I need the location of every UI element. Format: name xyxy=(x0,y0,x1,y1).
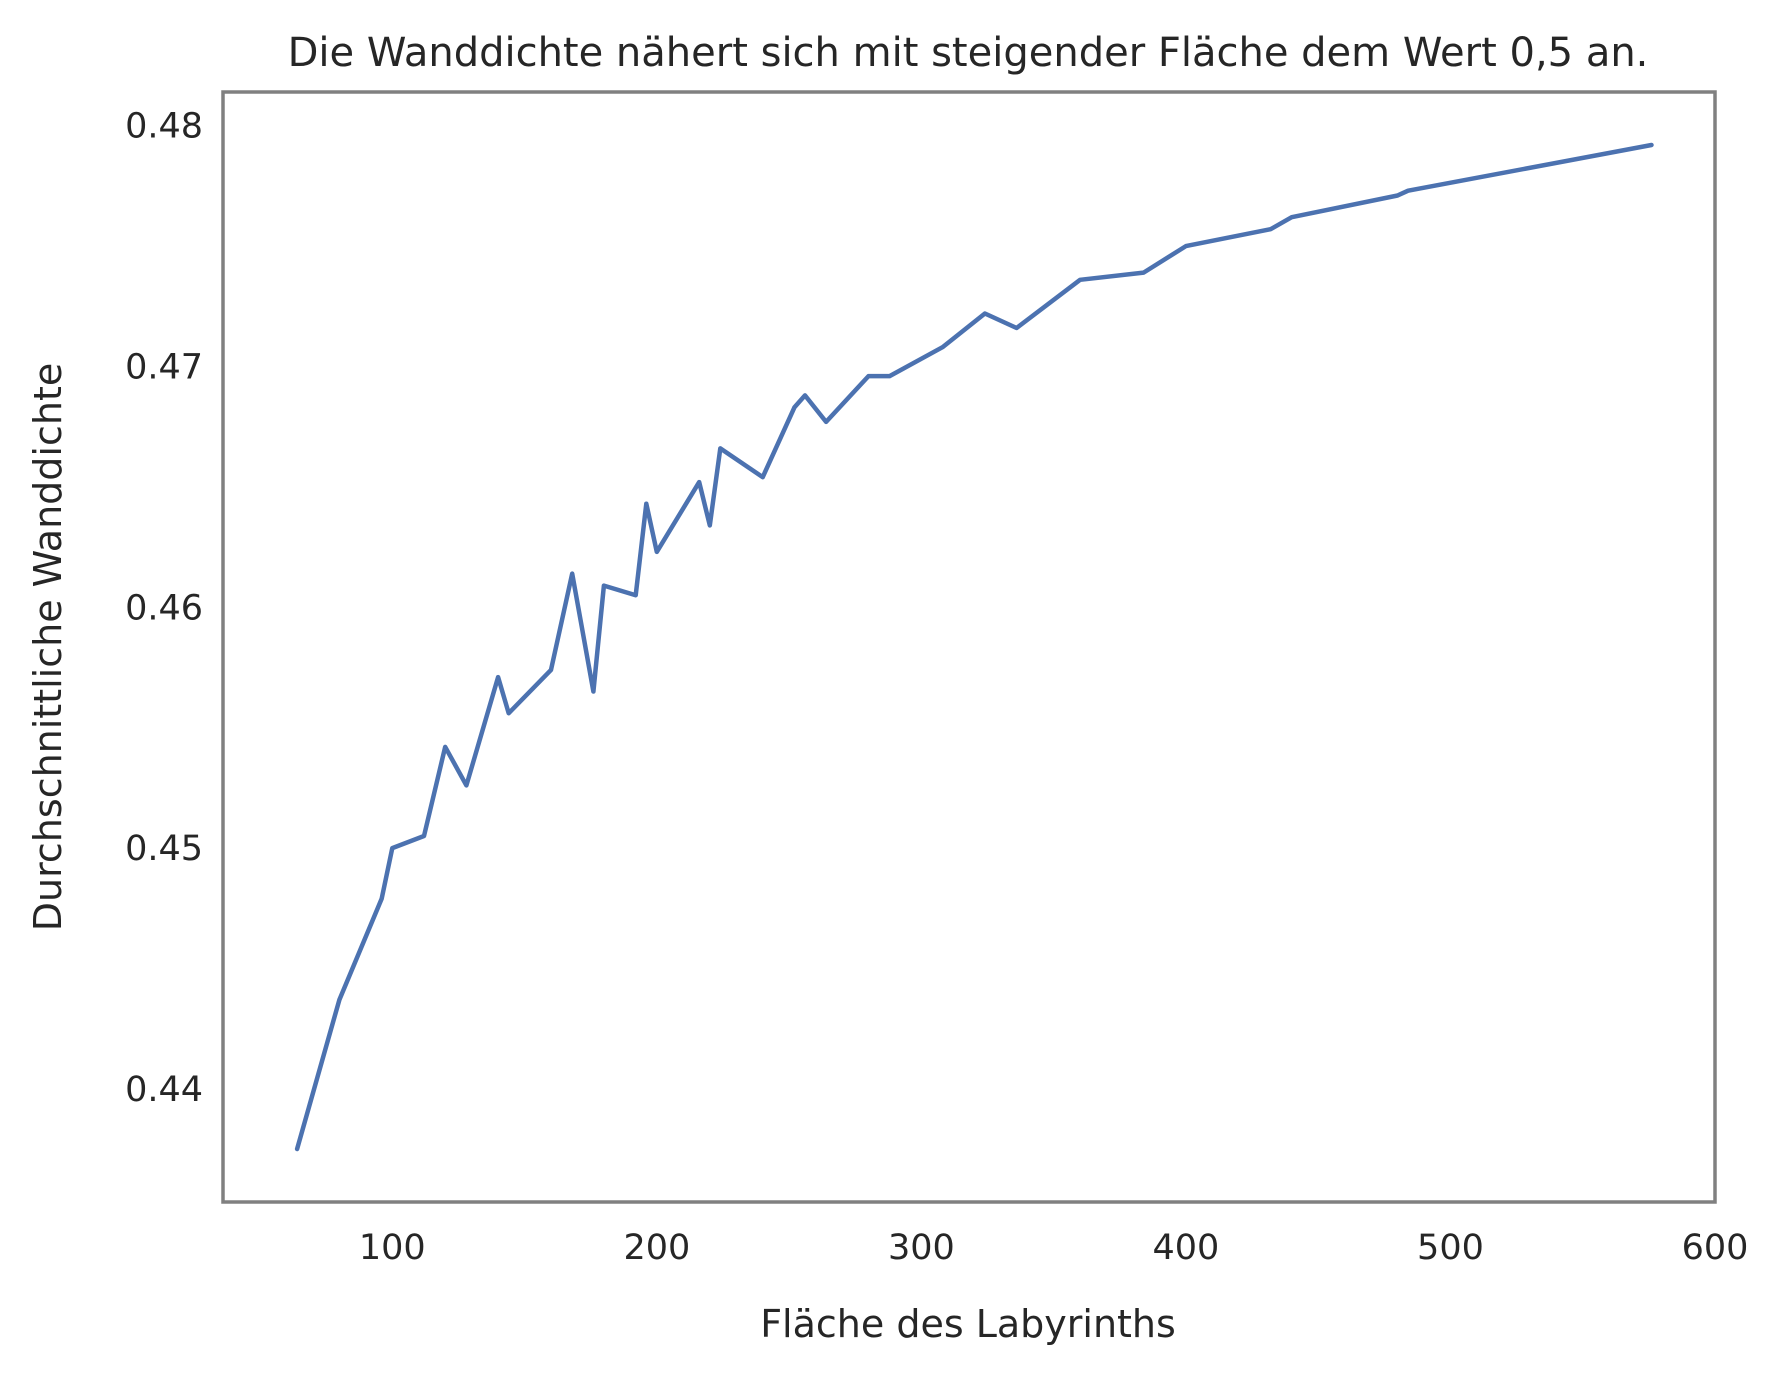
x-tick-label: 600 xyxy=(1682,1228,1749,1268)
x-axis-label: Fläche des Labyrinths xyxy=(760,1302,1176,1346)
y-tick-labels: 0.44 0.45 0.46 0.47 0.48 xyxy=(125,107,203,1110)
y-tick-label: 0.48 xyxy=(125,107,203,147)
x-tick-label: 300 xyxy=(888,1228,955,1268)
y-tick-label: 0.44 xyxy=(125,1070,203,1110)
x-tick-labels: 100 200 300 400 500 600 xyxy=(359,1228,1749,1268)
x-tick-label: 200 xyxy=(623,1228,690,1268)
plot-frame xyxy=(221,90,1717,1204)
y-tick-label: 0.45 xyxy=(125,829,203,869)
y-axis-label: Durchschnittliche Wanddichte xyxy=(26,363,70,931)
x-tick-label: 100 xyxy=(359,1228,426,1268)
x-tick-label: 500 xyxy=(1417,1228,1484,1268)
y-tick-label: 0.46 xyxy=(125,588,203,628)
chart-title: Die Wanddichte nähert sich mit steigende… xyxy=(288,30,1649,76)
series-line xyxy=(294,142,1654,1152)
x-tick-label: 400 xyxy=(1153,1228,1220,1268)
y-tick-label: 0.47 xyxy=(125,347,203,387)
